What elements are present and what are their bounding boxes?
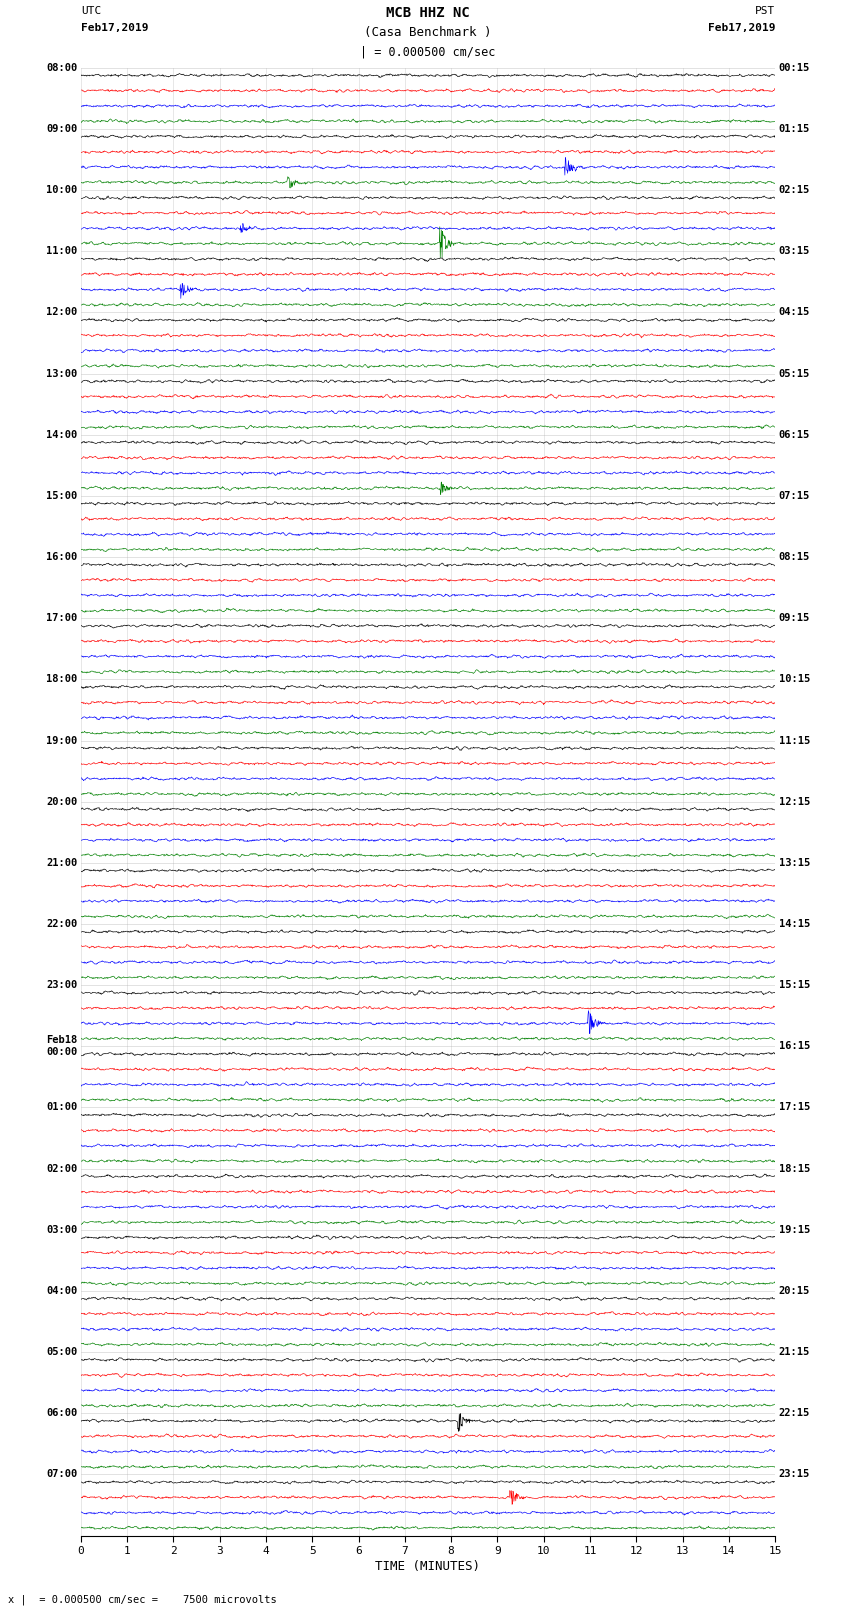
Text: 21:15: 21:15 [779, 1347, 810, 1357]
Text: 01:15: 01:15 [779, 124, 810, 134]
Text: 19:00: 19:00 [46, 736, 77, 745]
Text: 05:15: 05:15 [779, 368, 810, 379]
Text: 07:00: 07:00 [46, 1469, 77, 1479]
Text: PST: PST [755, 6, 775, 16]
Text: 13:00: 13:00 [46, 368, 77, 379]
Text: 18:00: 18:00 [46, 674, 77, 684]
Text: 11:15: 11:15 [779, 736, 810, 745]
Text: 14:00: 14:00 [46, 429, 77, 440]
Text: Feb17,2019: Feb17,2019 [708, 23, 775, 32]
Text: 02:15: 02:15 [779, 185, 810, 195]
Text: 05:00: 05:00 [46, 1347, 77, 1357]
Text: 18:15: 18:15 [779, 1163, 810, 1174]
Text: 06:00: 06:00 [46, 1408, 77, 1418]
Text: 12:00: 12:00 [46, 308, 77, 318]
Text: 01:00: 01:00 [46, 1102, 77, 1113]
Text: 20:15: 20:15 [779, 1286, 810, 1295]
Text: 22:00: 22:00 [46, 919, 77, 929]
Text: 07:15: 07:15 [779, 490, 810, 502]
Text: 03:15: 03:15 [779, 247, 810, 256]
X-axis label: TIME (MINUTES): TIME (MINUTES) [376, 1560, 480, 1573]
Text: (Casa Benchmark ): (Casa Benchmark ) [364, 26, 491, 39]
Text: 13:15: 13:15 [779, 858, 810, 868]
Text: 12:15: 12:15 [779, 797, 810, 806]
Text: 23:00: 23:00 [46, 981, 77, 990]
Text: MCB HHZ NC: MCB HHZ NC [386, 6, 470, 21]
Text: 00:15: 00:15 [779, 63, 810, 73]
Text: 23:15: 23:15 [779, 1469, 810, 1479]
Text: 11:00: 11:00 [46, 247, 77, 256]
Text: 15:00: 15:00 [46, 490, 77, 502]
Text: 03:00: 03:00 [46, 1224, 77, 1236]
Text: 06:15: 06:15 [779, 429, 810, 440]
Text: | = 0.000500 cm/sec: | = 0.000500 cm/sec [360, 45, 496, 58]
Text: Feb18
00:00: Feb18 00:00 [46, 1036, 77, 1057]
Text: 17:15: 17:15 [779, 1102, 810, 1113]
Text: 08:15: 08:15 [779, 552, 810, 561]
Text: 14:15: 14:15 [779, 919, 810, 929]
Text: 02:00: 02:00 [46, 1163, 77, 1174]
Text: 21:00: 21:00 [46, 858, 77, 868]
Text: 15:15: 15:15 [779, 981, 810, 990]
Text: 19:15: 19:15 [779, 1224, 810, 1236]
Text: Feb17,2019: Feb17,2019 [81, 23, 148, 32]
Text: 17:00: 17:00 [46, 613, 77, 623]
Text: 22:15: 22:15 [779, 1408, 810, 1418]
Text: 16:15: 16:15 [779, 1042, 810, 1052]
Text: 04:15: 04:15 [779, 308, 810, 318]
Text: 04:00: 04:00 [46, 1286, 77, 1295]
Text: 08:00: 08:00 [46, 63, 77, 73]
Text: 10:15: 10:15 [779, 674, 810, 684]
Text: 10:00: 10:00 [46, 185, 77, 195]
Text: 09:15: 09:15 [779, 613, 810, 623]
Text: 20:00: 20:00 [46, 797, 77, 806]
Text: UTC: UTC [81, 6, 101, 16]
Text: 09:00: 09:00 [46, 124, 77, 134]
Text: x |  = 0.000500 cm/sec =    7500 microvolts: x | = 0.000500 cm/sec = 7500 microvolts [8, 1594, 277, 1605]
Text: 16:00: 16:00 [46, 552, 77, 561]
